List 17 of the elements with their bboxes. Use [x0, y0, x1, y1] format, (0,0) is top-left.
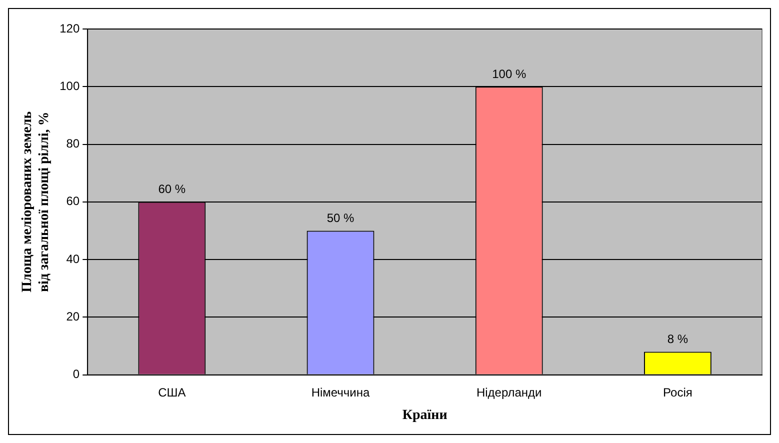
y-tick-label: 80 — [66, 136, 80, 151]
y-axis-title: Площа меліорованих земель від загальної площі ріллі, % — [20, 110, 52, 292]
y-tick-label: 60 — [66, 194, 80, 208]
x-tick-label: США — [158, 385, 186, 400]
y-tick-label: 0 — [72, 367, 80, 382]
y-tick-label: 100 — [60, 78, 80, 93]
data-label: 60 % — [158, 182, 186, 196]
x-tick-label: Росія — [663, 385, 692, 400]
data-label: 50 % — [326, 211, 355, 226]
y-tick-label: 40 — [66, 252, 80, 266]
y-tick-label: 120 — [60, 21, 80, 36]
x-tick-label: Нідерланди — [476, 385, 542, 400]
x-tick-label: Німеччина — [311, 385, 370, 400]
y-tick-label: 20 — [66, 309, 80, 324]
data-label: 100 % — [492, 66, 526, 81]
data-label: 8 % — [667, 332, 688, 346]
x-axis-title: Країни — [402, 408, 448, 424]
